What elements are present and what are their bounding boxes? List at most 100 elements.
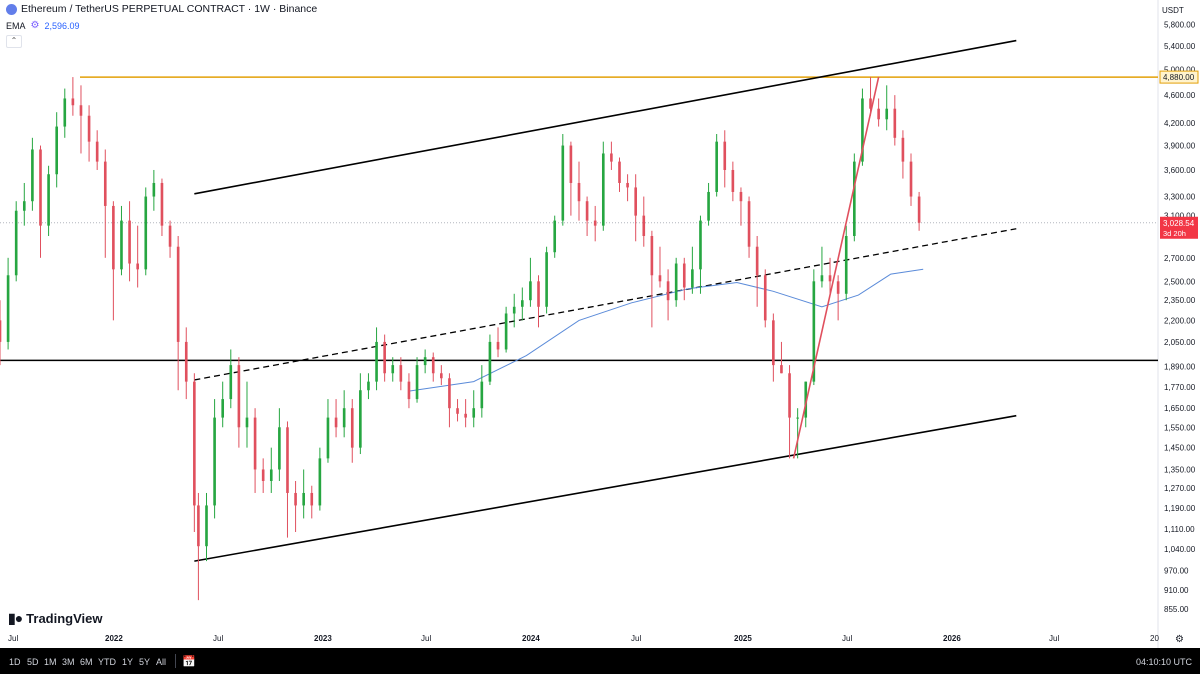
candle-body	[618, 161, 621, 183]
ema-settings-icon[interactable]: ⚙	[30, 20, 40, 31]
candle-body	[529, 281, 532, 301]
candle-body	[626, 182, 629, 188]
x-tick-label: Jul	[213, 634, 223, 643]
date-range-calendar-icon[interactable]: 📅	[182, 656, 196, 668]
candle-body	[103, 161, 107, 206]
y-tick-label: 1,190.00	[1164, 504, 1196, 513]
candle-body	[569, 145, 573, 183]
timeframe-1d-button[interactable]: 1D	[9, 657, 21, 667]
candle-body	[399, 365, 403, 382]
candle-body	[909, 161, 913, 197]
candle-body	[286, 427, 289, 493]
x-tick-label: 2025	[734, 634, 752, 643]
y-tick-label: 1,890.00	[1164, 363, 1196, 372]
y-tick-label: 1,650.00	[1164, 404, 1196, 413]
collapse-legend-button[interactable]: ⌃	[6, 35, 22, 48]
candle-body	[160, 182, 164, 226]
candle-body	[326, 417, 330, 459]
timeframe-3m-button[interactable]: 3M	[62, 657, 75, 667]
ema-label: EMA	[6, 20, 26, 31]
candle-body	[658, 275, 662, 282]
candle-body	[456, 408, 459, 414]
toolbar-divider	[175, 654, 176, 668]
timeframe-all-button[interactable]: All	[156, 657, 167, 667]
timeframe-5y-button[interactable]: 5Y	[139, 657, 151, 667]
timeframe-6m-button[interactable]: 6M	[80, 657, 93, 667]
candle-body	[278, 427, 281, 470]
timeframe-ytd-button[interactable]: YTD	[98, 657, 116, 667]
channel-lower-line	[194, 414, 1017, 562]
candle-body	[520, 300, 524, 307]
candle-body	[79, 105, 83, 116]
tradingview-wordmark: TradingView	[26, 611, 103, 626]
candle-body	[853, 161, 856, 237]
candle-body	[601, 153, 605, 226]
candle-body	[650, 236, 654, 276]
candle-body	[472, 408, 476, 418]
candle-body	[350, 408, 354, 448]
timeframe-1y-button[interactable]: 1Y	[122, 657, 134, 667]
candle-body	[63, 98, 67, 127]
y-tick-label: 2,350.00	[1164, 296, 1196, 305]
bottom-toolbar: 1D 5D 1M 3M 6M YTD 1Y 5Y All 📅 04:10:10 …	[0, 648, 1200, 674]
candle-body	[310, 492, 314, 506]
candle-body	[763, 275, 767, 321]
candle-body	[731, 169, 735, 192]
candle-body	[917, 196, 921, 223]
candle-body	[302, 492, 305, 506]
price-level-label: 5,000.00	[1164, 66, 1196, 75]
candle-body	[440, 373, 443, 379]
candle-body	[375, 341, 378, 382]
ema-value: 2,596.09	[44, 20, 80, 31]
candle-body	[464, 413, 467, 418]
currency-label[interactable]: USDT	[1162, 6, 1184, 15]
candle-body	[229, 365, 233, 400]
candle-body	[869, 98, 872, 109]
resistance-price-badge	[1159, 70, 1199, 84]
chart-settings-icon[interactable]: ⚙	[1175, 634, 1184, 645]
candle-body	[31, 149, 34, 202]
candle-body	[772, 320, 775, 366]
ethereum-icon	[6, 3, 17, 15]
y-tick-label: 1,770.00	[1164, 383, 1196, 392]
candle-body	[755, 246, 759, 276]
x-tick-label: 2022	[105, 634, 123, 643]
candle-body	[666, 281, 670, 301]
timeframe-1m-button[interactable]: 1M	[44, 657, 57, 667]
candle-body	[55, 126, 59, 175]
candle-body	[820, 275, 824, 282]
x-tick-label: 2023	[314, 634, 332, 643]
candle-body	[788, 373, 791, 418]
utc-clock[interactable]: 04:10:10 UTC	[1135, 657, 1192, 667]
candle-body	[844, 236, 848, 294]
candle-body	[253, 417, 257, 470]
symbol-title[interactable]: Ethereum / TetherUS PERPETUAL CONTRACT ·…	[21, 3, 318, 15]
candle-body	[496, 341, 500, 350]
candle-body	[95, 141, 99, 162]
y-tick-label: 2,500.00	[1164, 277, 1196, 286]
timeframe-5d-button[interactable]: 5D	[27, 657, 39, 667]
y-tick-label: 3,300.00	[1164, 193, 1196, 202]
candle-body	[245, 417, 249, 428]
y-tick-label: 5,400.00	[1164, 42, 1196, 51]
candle-body	[504, 313, 508, 350]
tradingview-logo: ▮● TradingView	[8, 610, 103, 627]
candle-body	[488, 341, 492, 382]
y-tick-label: 1,270.00	[1164, 484, 1196, 493]
candle-body	[642, 215, 646, 237]
candle-body	[893, 108, 897, 138]
candle-body	[144, 196, 148, 270]
ema-legend[interactable]: EMA ⚙ 2,596.09	[6, 20, 80, 31]
y-tick-label: 1,550.00	[1164, 423, 1196, 432]
candle-body	[431, 357, 435, 374]
candle-body	[812, 281, 816, 382]
candle-body	[537, 281, 540, 307]
candle-body	[407, 381, 411, 400]
price-chart[interactable]: 5,800.00 5,400.00 4,600.00 4,200.00 3,900.00…	[0, 0, 1200, 648]
resistance-price-label: 4,880.00	[1163, 73, 1195, 82]
candle-body	[828, 275, 832, 282]
candle-body	[861, 98, 864, 162]
x-tick-label: 2026	[943, 634, 961, 643]
x-tick-label: 2024	[522, 634, 540, 643]
candle-body	[152, 182, 156, 197]
